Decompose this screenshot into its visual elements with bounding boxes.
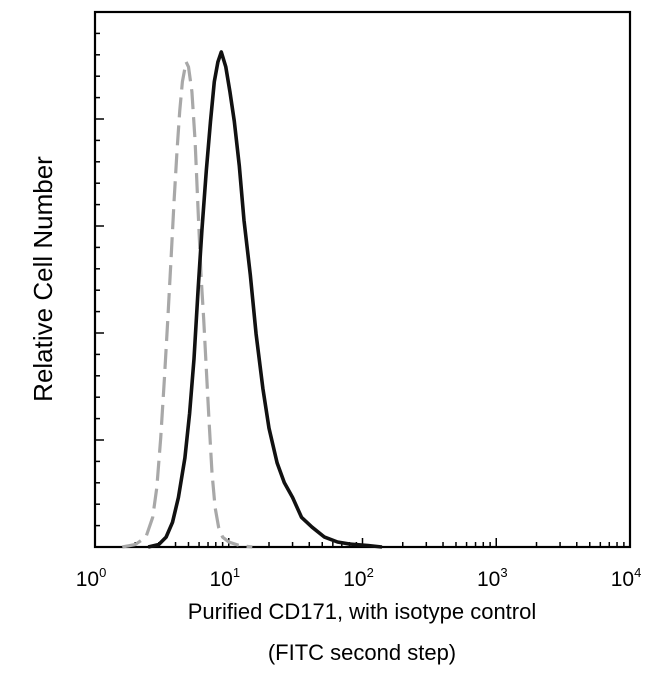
x-tick-label: 102 xyxy=(343,565,374,591)
x-tick-label: 103 xyxy=(477,565,508,591)
x-tick-label-base: 10 xyxy=(209,568,232,591)
x-tick-label-exponent: 3 xyxy=(500,565,507,580)
x-tick-label-base: 10 xyxy=(477,568,500,591)
series-line-2 xyxy=(147,50,383,549)
x-tick-label-exponent: 2 xyxy=(367,565,374,580)
x-tick-label-exponent: 0 xyxy=(99,565,106,580)
x-axis-title-line2: (FITC second step) xyxy=(268,640,456,665)
x-tick-label-base: 10 xyxy=(76,568,99,591)
x-tick-label: 104 xyxy=(611,565,642,591)
series-layer xyxy=(121,50,383,549)
x-tick-labels: 100 101 102 103 104 xyxy=(76,565,642,591)
axis-ticks xyxy=(94,11,631,548)
series-line-1 xyxy=(121,60,253,549)
x-tick-label-exponent: 1 xyxy=(233,565,240,580)
x-tick-label: 100 xyxy=(76,565,107,591)
x-axis-title: Purified CD171, with isotype control xyxy=(188,599,537,624)
x-tick-label-base: 10 xyxy=(611,568,634,591)
y-axis-title: Relative Cell Number xyxy=(28,156,58,402)
plot-frame xyxy=(93,10,632,549)
x-tick-label: 101 xyxy=(209,565,240,591)
x-tick-label-exponent: 4 xyxy=(634,565,641,580)
x-tick-label-base: 10 xyxy=(343,568,366,591)
